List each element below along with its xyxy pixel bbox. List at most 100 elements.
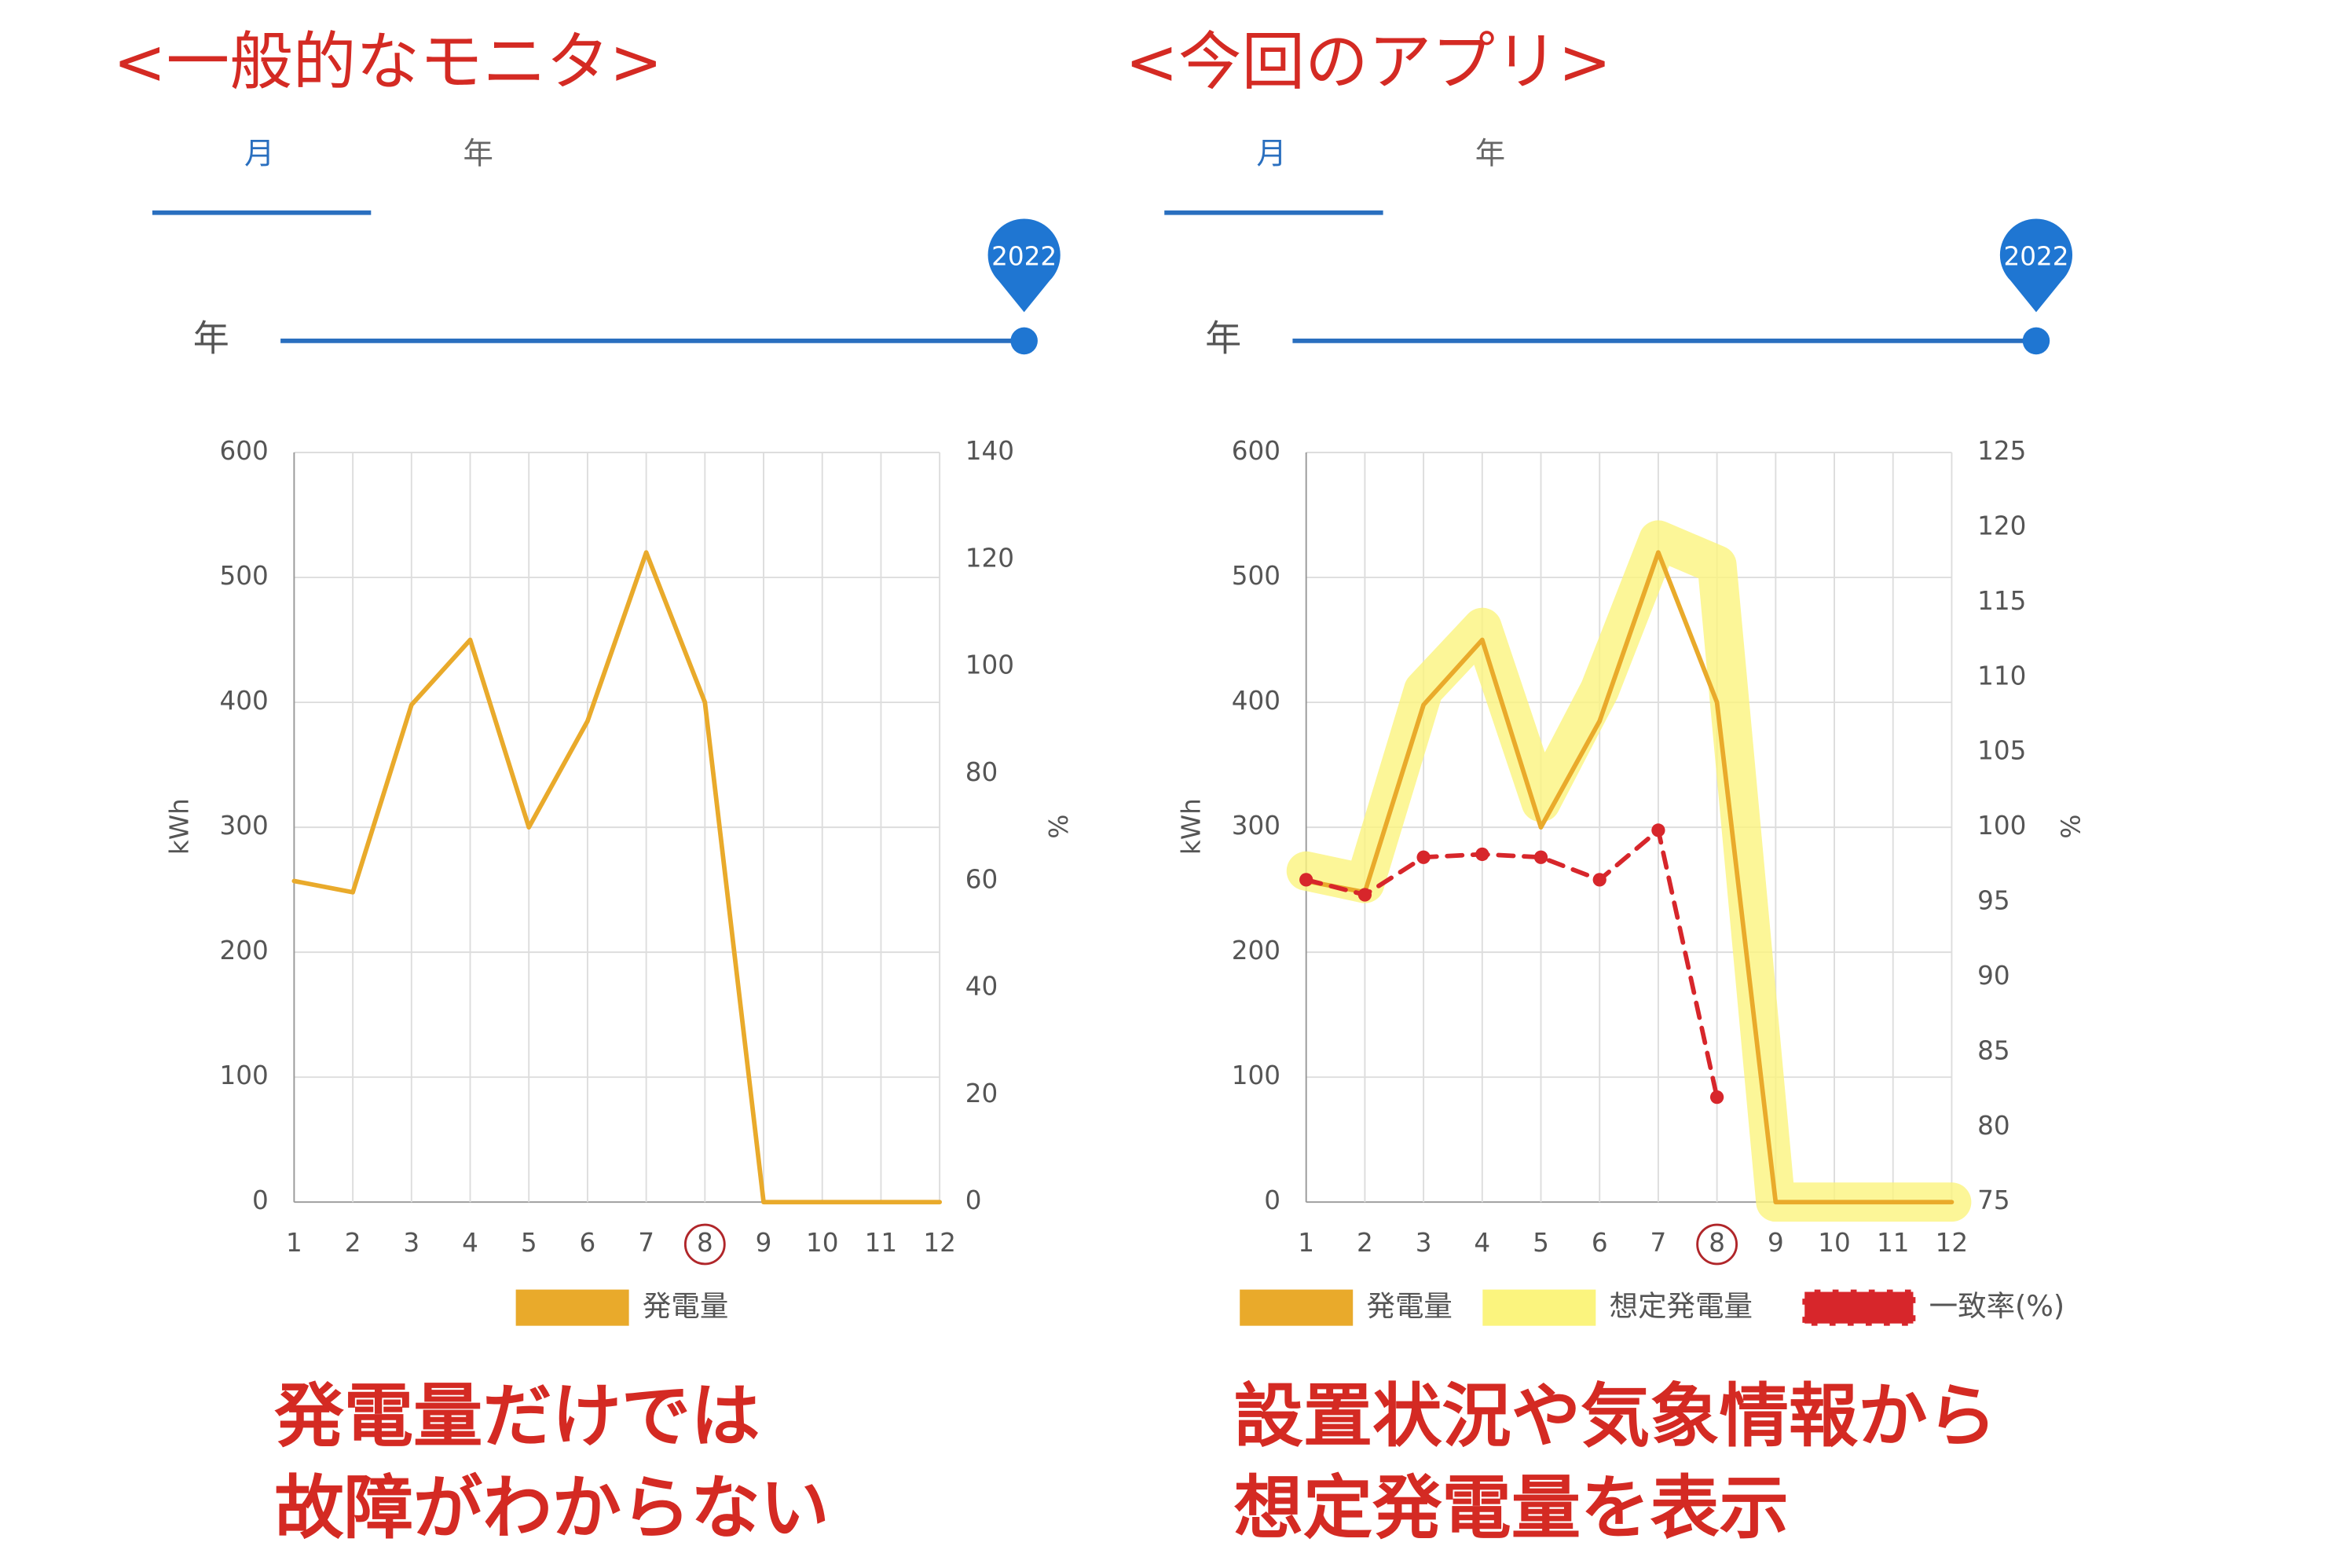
x-tick-label: 8	[697, 1228, 713, 1258]
x-tick-label: 2	[345, 1228, 361, 1258]
y-tick-label: 300	[1232, 811, 1280, 841]
x-tick-label: 9	[1768, 1228, 1784, 1258]
y2-tick-label: 75	[1977, 1185, 2010, 1215]
y-tick-label: 0	[252, 1185, 269, 1215]
x-tick-label: 1	[1298, 1228, 1314, 1258]
x-tick-label: 6	[1592, 1228, 1608, 1258]
x-tick-label: 4	[1474, 1228, 1490, 1258]
y2-tick-label: 110	[1977, 661, 2026, 691]
y2-tick-label: 60	[965, 864, 998, 894]
slider-label: 年	[1205, 317, 1241, 359]
legend-swatch	[1240, 1289, 1354, 1326]
y2-tick-label: 140	[965, 436, 1014, 466]
y-tick-label: 500	[1232, 561, 1280, 591]
y-tick-label: 0	[1264, 1185, 1280, 1215]
point	[1475, 847, 1489, 862]
slider-label: 年	[193, 317, 229, 359]
point	[1299, 873, 1313, 887]
x-tick-label: 11	[865, 1228, 898, 1258]
slider-knob[interactable]	[2022, 327, 2050, 355]
x-tick-label: 7	[1650, 1228, 1667, 1258]
x-tick-label: 5	[1533, 1228, 1549, 1258]
x-tick-label: 9	[756, 1228, 772, 1258]
annotation: 想定発電量を表示	[1234, 1467, 1789, 1548]
x-tick-label: 5	[521, 1228, 537, 1258]
x-tick-label: 12	[1936, 1228, 1969, 1258]
y2-tick-label: 105	[1977, 736, 2026, 766]
y-tick-label: 200	[219, 936, 268, 965]
x-tick-label: 8	[1709, 1228, 1725, 1258]
annotation: 設置状況や気象情報から	[1234, 1376, 1997, 1456]
y2-tick-label: 100	[965, 650, 1014, 680]
x-tick-label: 1	[286, 1228, 302, 1258]
slider-pin	[1999, 218, 2073, 313]
y-tick-label: 600	[219, 436, 268, 466]
x-tick-label: 2	[1357, 1228, 1373, 1258]
y2-tick-label: 80	[965, 757, 998, 787]
tab[interactable]: 月	[1256, 136, 1286, 171]
series-line	[291, 550, 943, 1205]
point	[1651, 823, 1665, 837]
point	[1357, 888, 1372, 902]
y2-tick-label: 120	[965, 543, 1014, 573]
legend-swatch	[1482, 1289, 1596, 1326]
y-tick-label: 200	[1232, 936, 1280, 965]
y-tick-label: 400	[1232, 686, 1280, 716]
y2-tick-label: 40	[965, 972, 998, 1002]
legend-swatch	[515, 1289, 629, 1326]
x-tick-label: 7	[638, 1228, 654, 1258]
y2-tick-label: 125	[1977, 436, 2026, 466]
x-tick-label: 10	[1818, 1228, 1851, 1258]
y2-axis-label: %	[1042, 815, 1072, 839]
y2-tick-label: 80	[1977, 1111, 2010, 1141]
y2-tick-label: 115	[1977, 586, 2026, 616]
point	[1709, 1090, 1724, 1105]
legend-label: 発電量	[643, 1289, 728, 1323]
point	[1533, 850, 1548, 864]
slider-pin	[987, 218, 1061, 313]
y-tick-label: 100	[1232, 1061, 1280, 1090]
slider-value: 2022	[2003, 241, 2068, 271]
annotation: 発電量だけでは	[274, 1376, 760, 1456]
y-tick-label: 400	[219, 686, 268, 716]
y-tick-label: 100	[219, 1061, 268, 1090]
slider-value: 2022	[991, 241, 1057, 271]
y2-tick-label: 85	[1977, 1035, 2010, 1065]
legend-label: 発電量	[1366, 1289, 1452, 1323]
slider-knob[interactable]	[1010, 327, 1038, 355]
y-tick-label: 500	[219, 561, 268, 591]
y2-tick-label: 100	[1977, 811, 2026, 841]
y-tick-label: 600	[1232, 436, 1280, 466]
y-tick-label: 300	[219, 811, 268, 841]
point	[1416, 850, 1431, 864]
x-tick-label: 3	[403, 1228, 419, 1258]
legend-swatch	[1800, 1287, 1918, 1328]
tab[interactable]: 月	[244, 136, 274, 171]
highlight-circle	[1696, 1223, 1738, 1266]
y2-tick-label: 90	[1977, 961, 2010, 991]
series-line	[1303, 550, 1955, 1205]
heading: <今回のアプリ>	[1125, 25, 1611, 99]
highlight-circle	[683, 1223, 726, 1266]
tab[interactable]: 年	[1475, 136, 1505, 171]
x-tick-label: 11	[1877, 1228, 1910, 1258]
y-axis-label: kWh	[1177, 798, 1207, 855]
tab[interactable]: 年	[463, 136, 493, 171]
y2-tick-label: 20	[965, 1079, 998, 1108]
y2-tick-label: 120	[1977, 511, 2026, 540]
y2-tick-label: 0	[965, 1185, 982, 1215]
y2-axis-label: %	[2054, 815, 2084, 839]
x-tick-label: 3	[1416, 1228, 1432, 1258]
annotation: 故障がわからない	[274, 1467, 829, 1548]
x-tick-label: 4	[462, 1228, 478, 1258]
heading: <一般的なモニタ>	[113, 25, 663, 99]
y-axis-label: kWh	[164, 798, 194, 855]
x-tick-label: 6	[580, 1228, 596, 1258]
x-tick-label: 10	[806, 1228, 839, 1258]
series-line	[1303, 828, 1720, 1100]
x-tick-label: 12	[923, 1228, 956, 1258]
y2-tick-label: 95	[1977, 886, 2010, 916]
legend-label: 一致率(%)	[1929, 1289, 2065, 1323]
point	[1592, 873, 1606, 887]
